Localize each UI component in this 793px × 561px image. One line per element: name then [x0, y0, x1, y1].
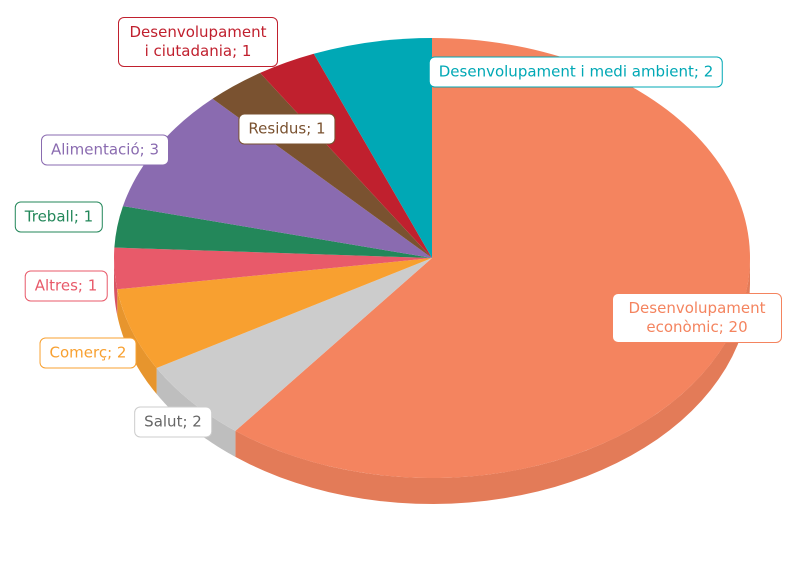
slice-side — [117, 289, 157, 394]
data-label: Alimentació; 3 — [41, 134, 169, 166]
slice — [113, 247, 432, 290]
data-label: Desenvolupament econòmic; 20 — [612, 293, 782, 343]
slice — [235, 38, 751, 478]
data-label: Salut; 2 — [134, 406, 212, 438]
data-label: Desenvolupament i medi ambient; 2 — [428, 56, 724, 88]
slice-side — [235, 258, 751, 504]
slice — [260, 53, 432, 258]
slice-side — [114, 258, 118, 316]
slice — [313, 38, 432, 258]
slice — [114, 206, 433, 258]
data-label: Comerç; 2 — [39, 337, 137, 369]
slice — [122, 98, 432, 259]
data-label: Treball; 1 — [14, 201, 104, 233]
slice — [156, 258, 432, 431]
slice — [117, 258, 432, 368]
data-label: Residus; 1 — [238, 113, 336, 145]
data-label: Altres; 1 — [24, 270, 108, 302]
data-label: Desenvolupament i ciutadania; 1 — [118, 17, 278, 67]
